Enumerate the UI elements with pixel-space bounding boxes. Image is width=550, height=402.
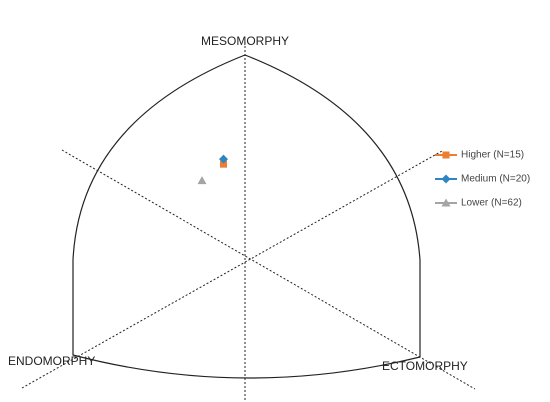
legend-label: Lower (N=62)	[461, 198, 522, 209]
axis-line	[61, 149, 476, 390]
point	[197, 176, 207, 185]
somatochart-outline	[72, 54, 421, 379]
left-label: ENDOMORPHY	[8, 354, 95, 368]
legend-marker	[441, 174, 451, 184]
legend-marker	[441, 198, 451, 207]
point	[219, 154, 228, 164]
legend-label: Higher (N=15)	[461, 150, 524, 161]
legend-label: Medium (N=20)	[461, 174, 530, 185]
right-label: ECTOMORPHY	[382, 359, 468, 373]
point	[220, 160, 227, 168]
axis-line	[21, 150, 443, 389]
legend-marker	[442, 151, 450, 159]
top-label: MESOMORPHY	[201, 34, 289, 48]
